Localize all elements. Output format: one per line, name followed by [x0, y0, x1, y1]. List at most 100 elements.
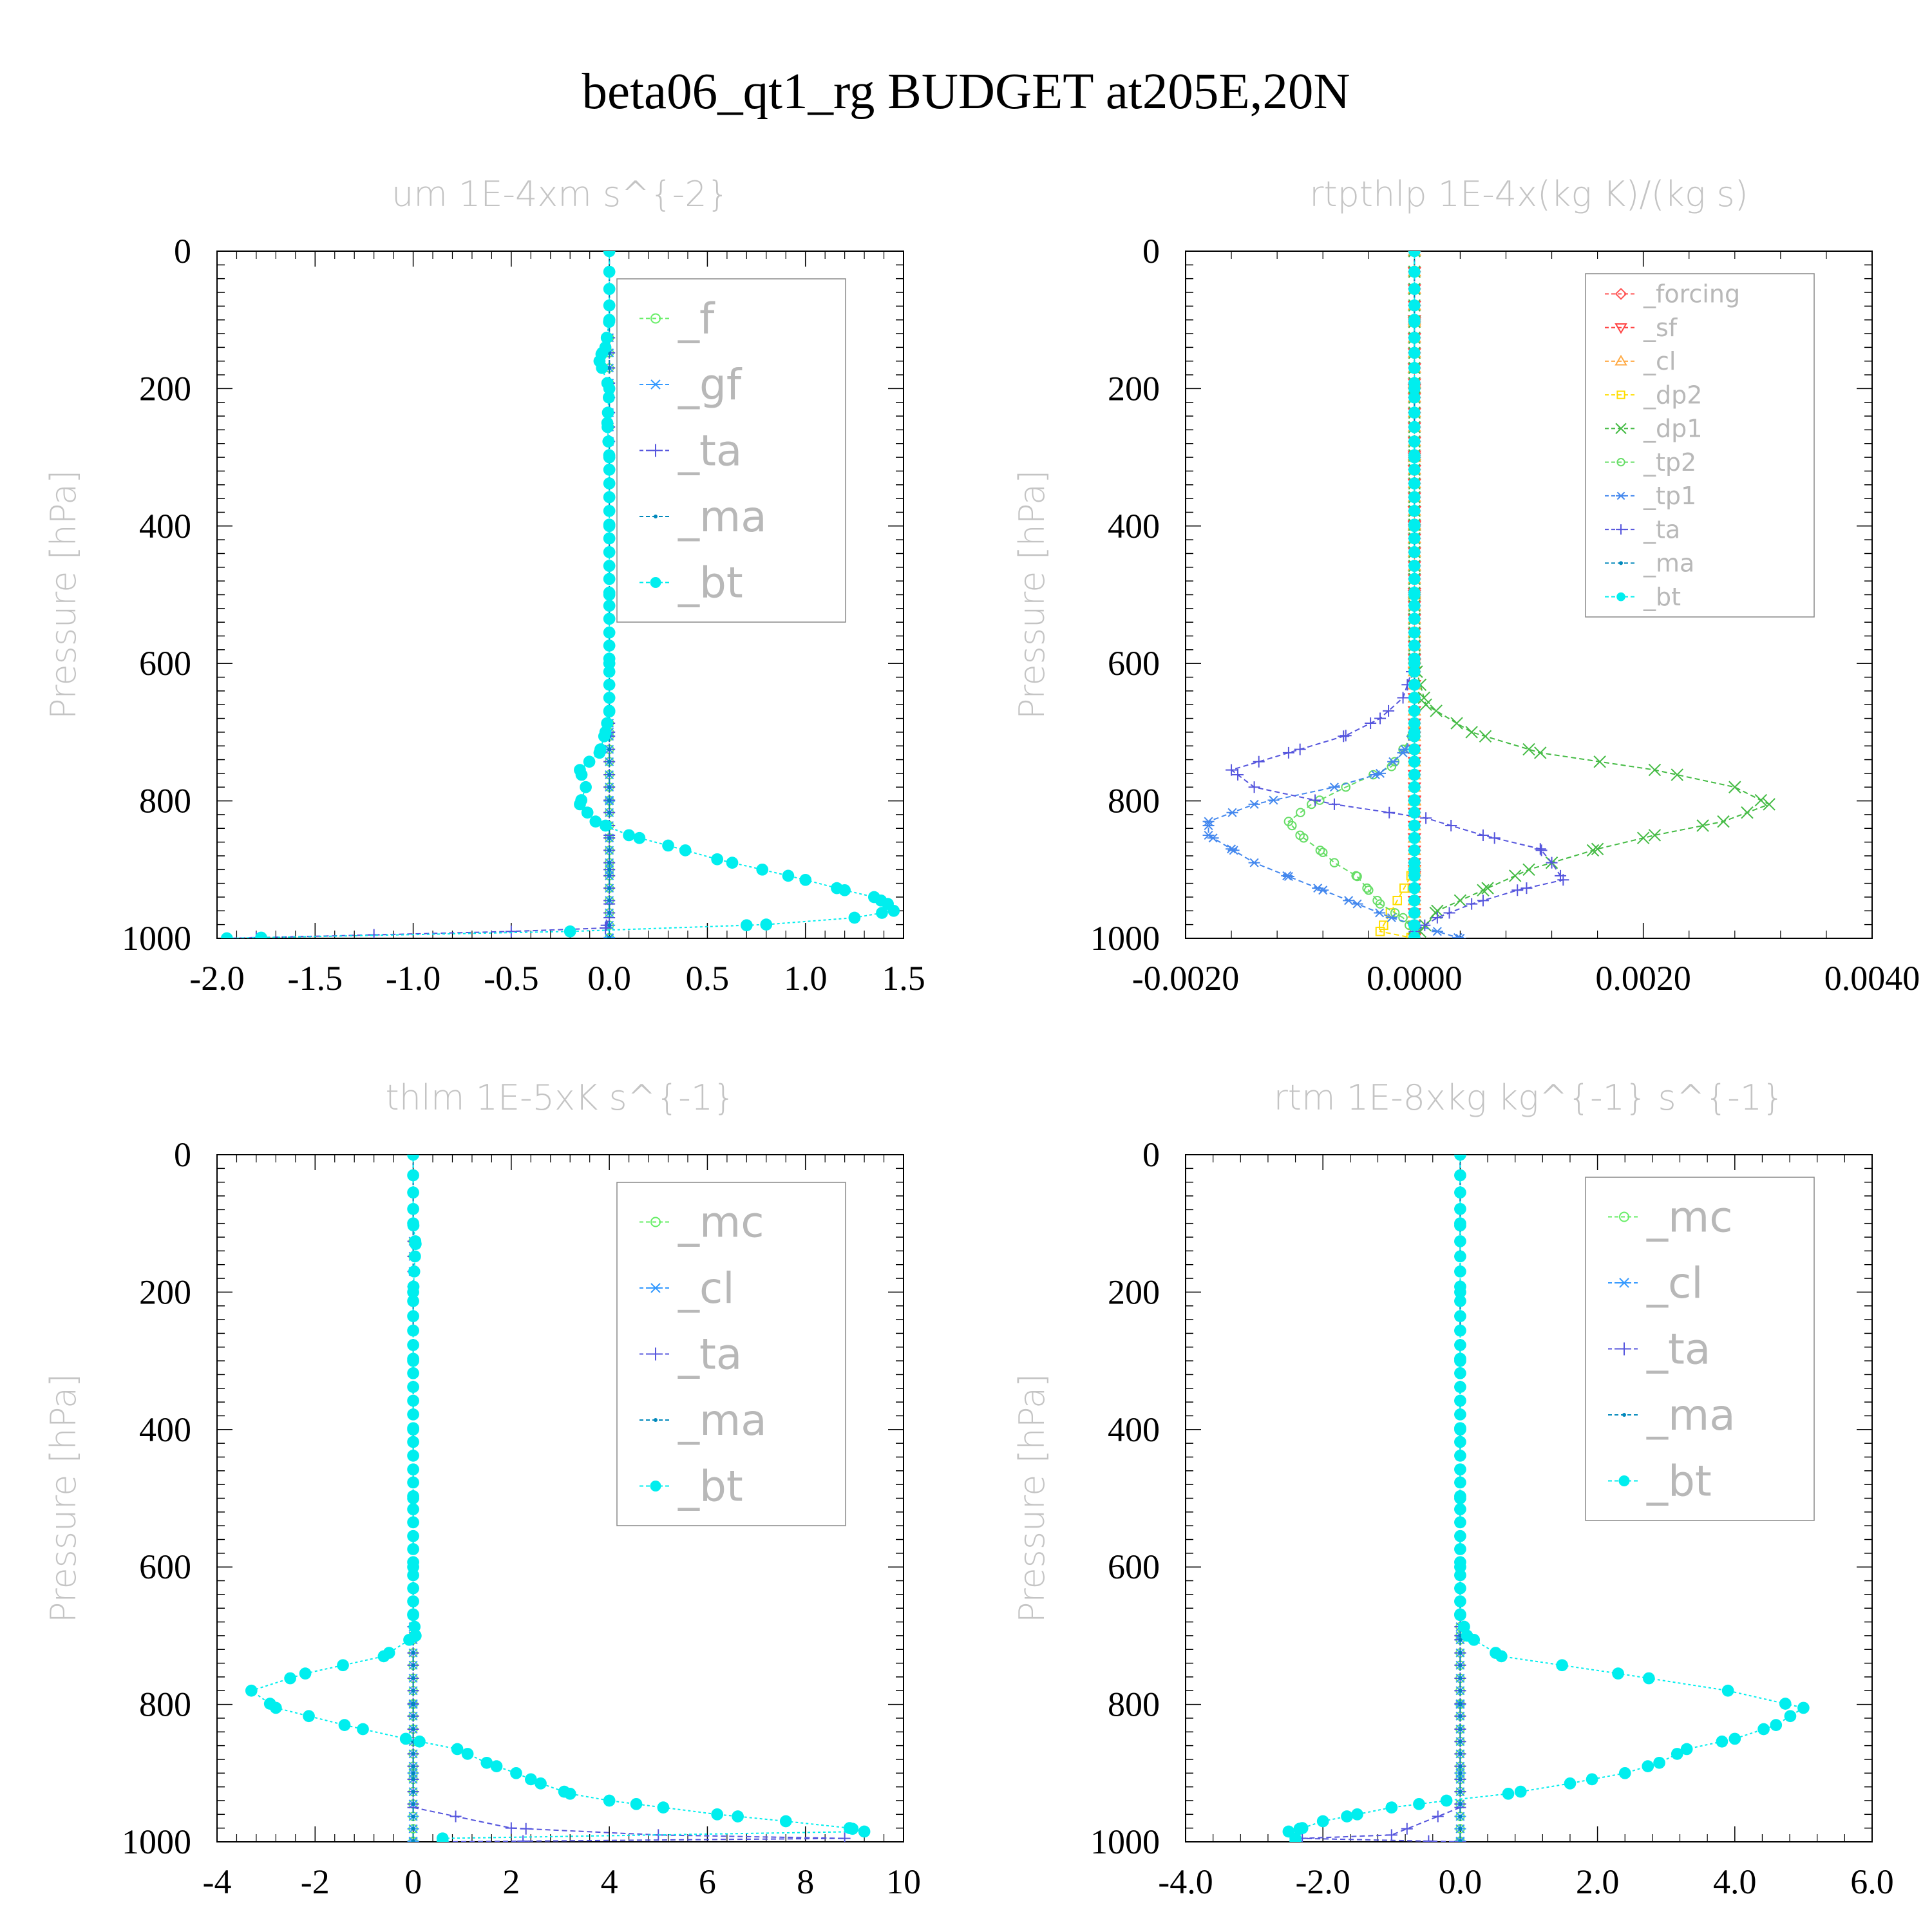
data-point	[407, 1286, 419, 1298]
x-tick-label: -1.5	[288, 959, 343, 998]
x-tick-label: 4.0	[1713, 1862, 1757, 1901]
y-tick-label: 0	[174, 232, 191, 270]
data-point	[1341, 1810, 1353, 1823]
data-point	[607, 886, 612, 891]
data-point	[1454, 1339, 1466, 1351]
data-point	[1534, 843, 1546, 855]
data-point	[575, 768, 588, 781]
data-point	[338, 1719, 351, 1731]
data-point	[1642, 1760, 1654, 1772]
data-point	[407, 1423, 419, 1436]
data-point	[1477, 884, 1490, 897]
data-point	[574, 798, 586, 811]
data-point	[1408, 435, 1421, 448]
data-point	[1717, 815, 1730, 828]
y-tick-label: 0	[1142, 1135, 1160, 1174]
data-point	[461, 1748, 474, 1760]
data-point	[411, 1771, 415, 1776]
data-point	[1564, 1777, 1577, 1790]
y-axis-label: Pressure [hPa]	[1012, 1374, 1052, 1623]
series-line-ta	[227, 251, 611, 938]
y-tick-label: 200	[139, 1273, 191, 1311]
data-point	[607, 747, 612, 752]
legend-marker	[1616, 491, 1626, 500]
data-point	[407, 1408, 419, 1421]
data-point	[407, 1324, 419, 1337]
data-point	[1618, 1766, 1631, 1779]
data-point	[1408, 717, 1421, 730]
data-point	[1397, 748, 1409, 757]
data-point	[1352, 871, 1362, 882]
series-layer	[245, 1155, 871, 1842]
data-point	[564, 1787, 576, 1800]
data-point	[407, 1186, 419, 1199]
data-point	[410, 1238, 422, 1251]
legend-label: _cl	[677, 1264, 735, 1313]
data-point	[607, 873, 612, 878]
legend-marker	[1616, 390, 1625, 399]
legend-label: _cl	[1643, 347, 1676, 375]
legend-marker	[654, 515, 658, 518]
data-point	[1458, 1764, 1463, 1768]
data-point	[1468, 1633, 1481, 1646]
data-point	[1454, 1569, 1466, 1582]
data-point	[603, 573, 616, 585]
y-tick-label: 400	[1108, 1410, 1160, 1449]
data-point	[303, 1710, 315, 1723]
x-tick-label: 1.0	[784, 959, 828, 998]
data-point	[1450, 717, 1463, 730]
data-point	[607, 759, 612, 764]
legend-label: _f	[677, 294, 715, 344]
data-point	[1431, 911, 1443, 923]
y-tick-label: 600	[1108, 1548, 1160, 1586]
data-point	[407, 1492, 419, 1504]
legend: _mc _cl _ta _ma _bt	[1585, 1177, 1815, 1521]
data-point	[1408, 743, 1421, 755]
data-point	[1741, 806, 1754, 819]
data-point	[848, 911, 861, 924]
legend-label: _cl	[1646, 1258, 1703, 1308]
data-point	[1458, 1826, 1463, 1831]
data-point	[1408, 665, 1421, 678]
data-point	[1671, 1748, 1683, 1760]
data-point	[1770, 1719, 1783, 1731]
data-point	[411, 1651, 415, 1655]
data-point	[1299, 833, 1309, 843]
data-point	[1317, 886, 1329, 895]
data-point	[603, 520, 616, 533]
legend-marker	[650, 1217, 661, 1227]
data-point	[1557, 874, 1569, 886]
data-point	[1728, 781, 1741, 793]
data-point	[593, 746, 606, 759]
data-point	[603, 589, 616, 601]
data-point	[603, 600, 616, 612]
data-point	[1591, 842, 1604, 855]
data-point	[1408, 705, 1421, 717]
data-point	[1351, 899, 1363, 909]
x-tick-label: 4	[601, 1862, 618, 1901]
data-point	[1329, 858, 1340, 867]
data-point	[490, 1760, 503, 1772]
data-point	[1253, 755, 1265, 768]
data-point	[409, 1250, 421, 1263]
data-point	[589, 815, 602, 828]
data-point	[607, 860, 612, 865]
legend-label: _ta	[677, 426, 742, 476]
data-point	[1636, 831, 1650, 844]
legend-marker	[1619, 561, 1623, 565]
data-point	[779, 1815, 792, 1828]
data-point	[1408, 545, 1421, 558]
data-point	[520, 1823, 532, 1835]
data-point	[407, 1381, 419, 1393]
data-point	[407, 1394, 419, 1407]
data-point	[1413, 1797, 1425, 1810]
data-point	[408, 1620, 421, 1633]
data-point	[1593, 755, 1606, 768]
data-point	[1340, 730, 1352, 742]
data-point	[1479, 730, 1492, 743]
data-point	[600, 922, 612, 934]
data-point	[1458, 1638, 1463, 1642]
x-tick-label: -2.0	[189, 959, 244, 998]
data-point	[1282, 871, 1294, 881]
legend-marker	[1616, 592, 1625, 601]
